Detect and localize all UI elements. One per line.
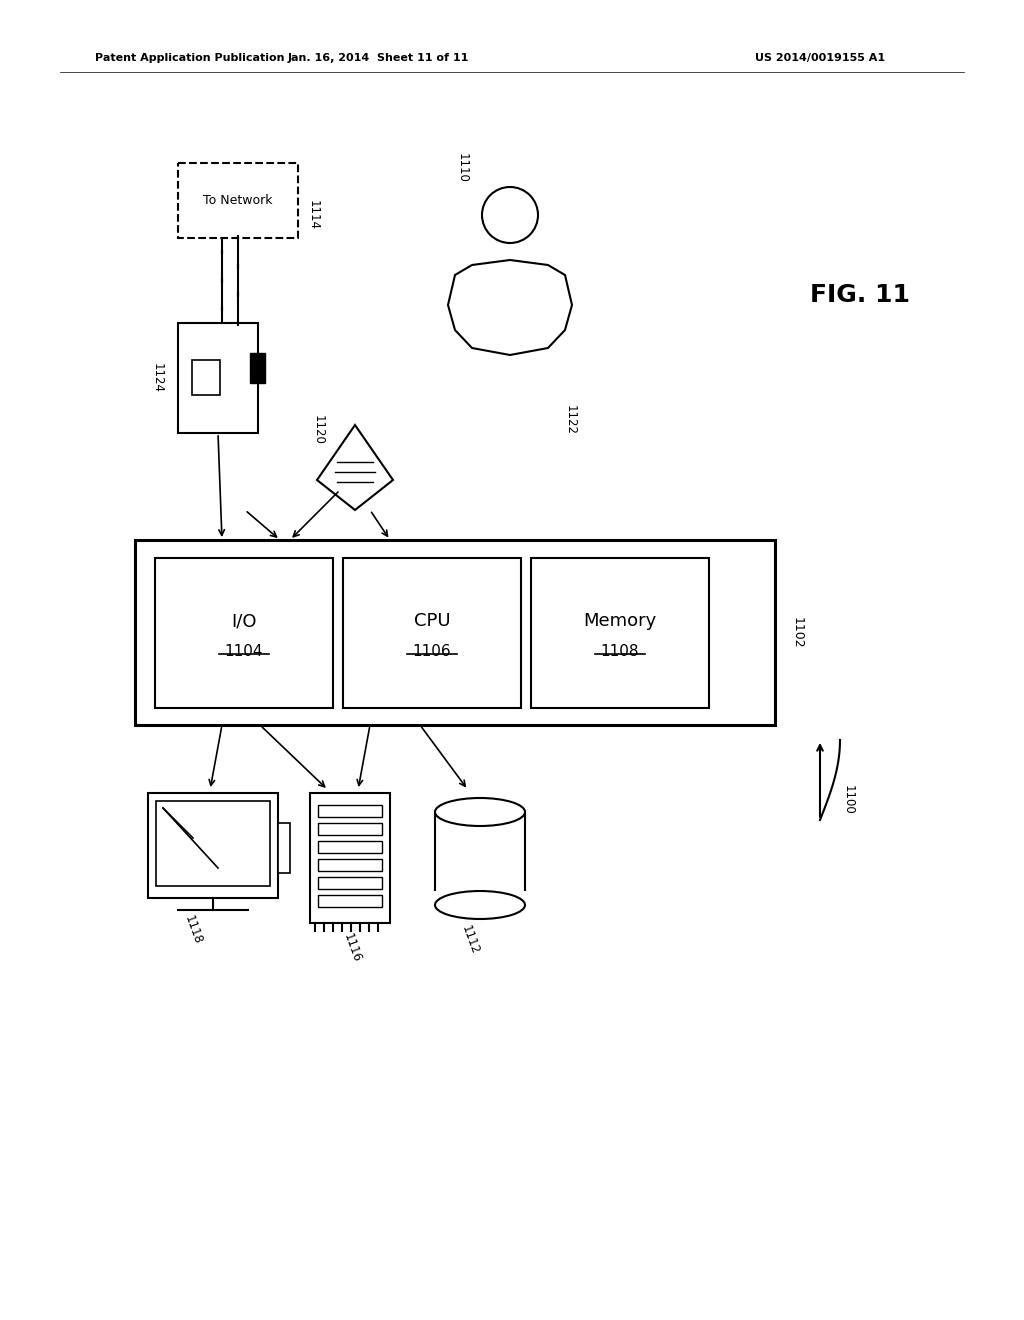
Text: 1120: 1120 <box>311 414 325 445</box>
Text: 1104: 1104 <box>224 644 263 659</box>
Bar <box>318 805 382 817</box>
Text: CPU: CPU <box>414 612 451 630</box>
Bar <box>433 891 527 906</box>
Bar <box>310 793 390 923</box>
Text: Patent Application Publication: Patent Application Publication <box>95 53 285 63</box>
Ellipse shape <box>435 891 525 919</box>
Bar <box>278 822 290 873</box>
Bar <box>193 360 220 395</box>
Text: FIG. 11: FIG. 11 <box>810 282 910 308</box>
Text: I/O: I/O <box>231 612 257 630</box>
Text: 1124: 1124 <box>151 363 164 393</box>
Bar <box>318 859 382 871</box>
Bar <box>156 801 270 886</box>
Bar <box>178 162 298 238</box>
Text: 1112: 1112 <box>459 924 481 956</box>
Bar <box>318 876 382 888</box>
Polygon shape <box>317 425 393 510</box>
Bar <box>135 540 775 725</box>
Circle shape <box>482 187 538 243</box>
Text: 1102: 1102 <box>791 618 804 649</box>
Bar <box>531 558 709 708</box>
Bar <box>318 822 382 836</box>
Bar <box>178 323 258 433</box>
Text: 1116: 1116 <box>341 932 364 965</box>
Text: 1100: 1100 <box>842 785 854 814</box>
Bar <box>318 841 382 853</box>
Text: Jan. 16, 2014  Sheet 11 of 11: Jan. 16, 2014 Sheet 11 of 11 <box>288 53 469 63</box>
Text: US 2014/0019155 A1: US 2014/0019155 A1 <box>755 53 885 63</box>
Text: 1110: 1110 <box>456 153 469 183</box>
Polygon shape <box>449 260 572 355</box>
Text: 1108: 1108 <box>601 644 639 659</box>
Bar <box>148 793 278 898</box>
Bar <box>250 352 265 383</box>
Bar <box>318 895 382 907</box>
Bar <box>343 558 521 708</box>
Text: 1106: 1106 <box>413 644 452 659</box>
Ellipse shape <box>435 799 525 826</box>
Text: 1122: 1122 <box>563 405 577 436</box>
Text: To Network: To Network <box>203 194 272 207</box>
Text: Memory: Memory <box>584 612 656 630</box>
Bar <box>155 558 333 708</box>
Text: 1118: 1118 <box>182 913 204 946</box>
Text: 1114: 1114 <box>306 201 319 230</box>
